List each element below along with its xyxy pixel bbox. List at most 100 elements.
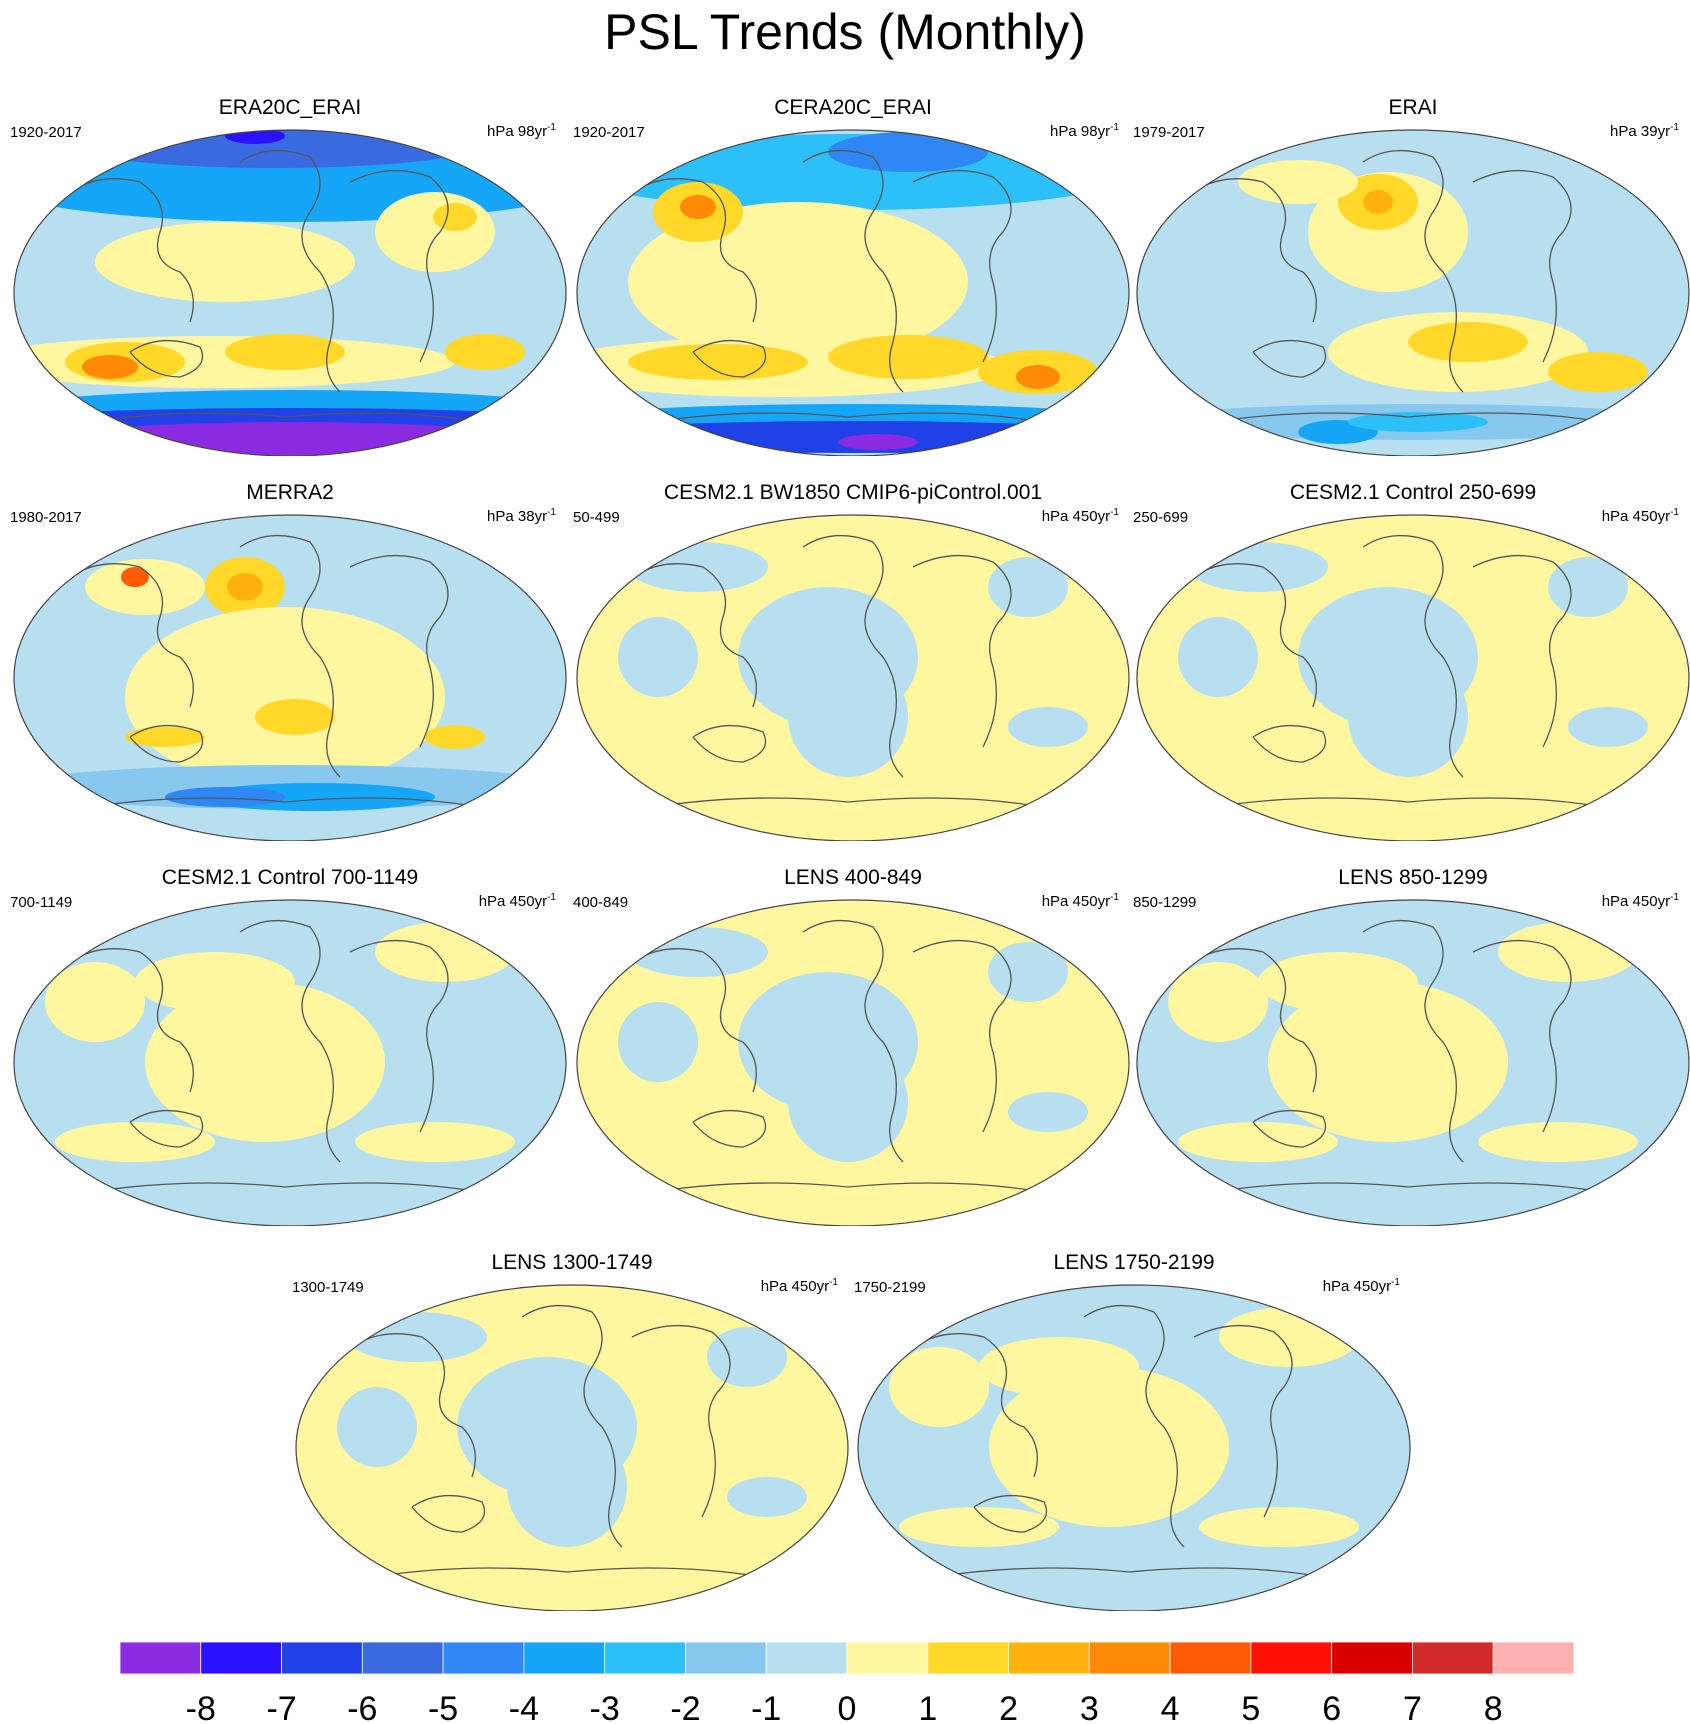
colorbar-tick-label: 3 (1080, 1690, 1099, 1724)
trend-contour-region (1408, 322, 1528, 362)
coastline (1472, 554, 1572, 748)
trend-contour-region (337, 1387, 417, 1467)
trend-contour-region (225, 334, 345, 370)
panel-title: LENS 1750-2199 (1053, 1251, 1215, 1274)
units-exponent: -1 (547, 122, 556, 133)
trend-contour-region (1268, 982, 1508, 1142)
coastline (692, 724, 767, 763)
coastline (1192, 178, 1317, 323)
colorbar-swatch (361, 1641, 444, 1675)
map-outline (13, 129, 567, 456)
units-exponent: -1 (1670, 507, 1679, 518)
trend-contour-region (1348, 657, 1468, 777)
map-field (576, 899, 1130, 1226)
coastline (129, 339, 204, 378)
coastline (973, 1494, 1048, 1533)
trend-contour-region (680, 195, 716, 219)
panel-period: 1300-1749 (292, 1279, 364, 1296)
trend-contour-region (1568, 707, 1648, 747)
colorbar-tick-label: -6 (347, 1690, 377, 1724)
trend-contour-region (788, 657, 908, 777)
map-field (295, 1284, 849, 1611)
map-outline (1136, 129, 1690, 456)
trend-contour-region (1548, 352, 1648, 392)
map-outline (295, 1284, 849, 1611)
trend-contour-region (618, 617, 698, 697)
panel-period: 400-849 (573, 894, 629, 911)
map-field (576, 514, 1130, 841)
coastline (349, 169, 449, 363)
map-field (1136, 129, 1690, 456)
figure-title: PSL Trends (Monthly) (604, 4, 1086, 60)
panel-units: hPa 450yr-1 (1602, 892, 1679, 910)
coastline (632, 948, 757, 1093)
colorbar-swatch (523, 1641, 606, 1675)
trend-contour-region (445, 334, 525, 370)
coastline (89, 1182, 481, 1193)
trend-contour-region (375, 192, 495, 272)
trend-contour-region (727, 1477, 807, 1517)
colorbar-swatch (281, 1641, 363, 1675)
units-exponent: -1 (1110, 507, 1119, 518)
trend-contour-region (507, 1427, 627, 1547)
map-outline (13, 899, 567, 1226)
colorbar-swatch (1492, 1641, 1575, 1675)
units-exponent: -1 (1391, 1277, 1400, 1288)
trend-contour-region (165, 787, 285, 807)
units-label: hPa 450yr (1601, 893, 1671, 910)
coastline (632, 178, 757, 323)
colorbar-tick-label: -3 (590, 1690, 620, 1724)
coastline (69, 178, 194, 323)
units-exponent: -1 (1670, 122, 1679, 133)
panel-period: 700-1149 (10, 894, 73, 911)
units-exponent: -1 (1670, 892, 1679, 903)
units-label: hPa 450yr (1041, 893, 1111, 910)
coastline (129, 1109, 204, 1148)
colorbar-swatch (442, 1641, 525, 1675)
units-exponent: -1 (1110, 892, 1119, 903)
trend-contour-region (628, 927, 768, 977)
units-exponent: -1 (547, 892, 556, 903)
trend-contour-region (1199, 1507, 1359, 1547)
coastline (933, 1567, 1325, 1578)
trend-contour-region (628, 202, 968, 362)
map-outline (1136, 514, 1690, 841)
colorbar-tick-label: 0 (838, 1690, 857, 1724)
map-field (13, 514, 567, 841)
colorbar-swatch (604, 1641, 686, 1675)
coastline (89, 412, 481, 423)
trend-contour-region (1363, 190, 1393, 214)
trend-contour-region (1258, 952, 1418, 1012)
units-exponent: -1 (547, 507, 556, 518)
colorbar-tick-label: 6 (1322, 1690, 1341, 1724)
colorbar-tick-label: -1 (751, 1690, 781, 1724)
panel-units: hPa 38yr-1 (487, 507, 556, 525)
panel-units: hPa 450yr-1 (1602, 507, 1679, 525)
map-panel: LENS 850-1299 850-1299 hPa 450yr-1 (1133, 866, 1690, 1226)
map-field (576, 129, 1130, 456)
coastline (349, 939, 449, 1133)
colorbar: -8 -7 -6 -5 -4 -3 -2 -1 0 1 2 3 4 5 6 7 8 (119, 1641, 1575, 1724)
map-outline (576, 129, 1130, 456)
trend-contour-region (1548, 557, 1628, 617)
map-outline (13, 514, 567, 841)
coastline (912, 939, 1012, 1133)
colorbar-swatch (1331, 1641, 1413, 1675)
trend-contour-region (1498, 922, 1638, 982)
coastline (631, 1324, 731, 1518)
panel-units: hPa 450yr-1 (1042, 892, 1119, 910)
units-label: hPa 39yr (1610, 123, 1671, 140)
colorbar-swatch (1412, 1641, 1494, 1675)
trend-contour-region (425, 725, 485, 749)
units-label: hPa 450yr (760, 1278, 830, 1295)
coastline (411, 1494, 486, 1533)
panel-title: CERA20C_ERAI (774, 96, 932, 119)
trend-contour-region (979, 1337, 1139, 1397)
panel-period: 50-499 (573, 509, 620, 526)
map-field (857, 1284, 1411, 1611)
map-field (13, 899, 567, 1226)
trend-contour-region (227, 573, 263, 601)
coastline (1192, 563, 1317, 708)
trend-contour-region (988, 942, 1068, 1002)
coastline (351, 1333, 476, 1478)
